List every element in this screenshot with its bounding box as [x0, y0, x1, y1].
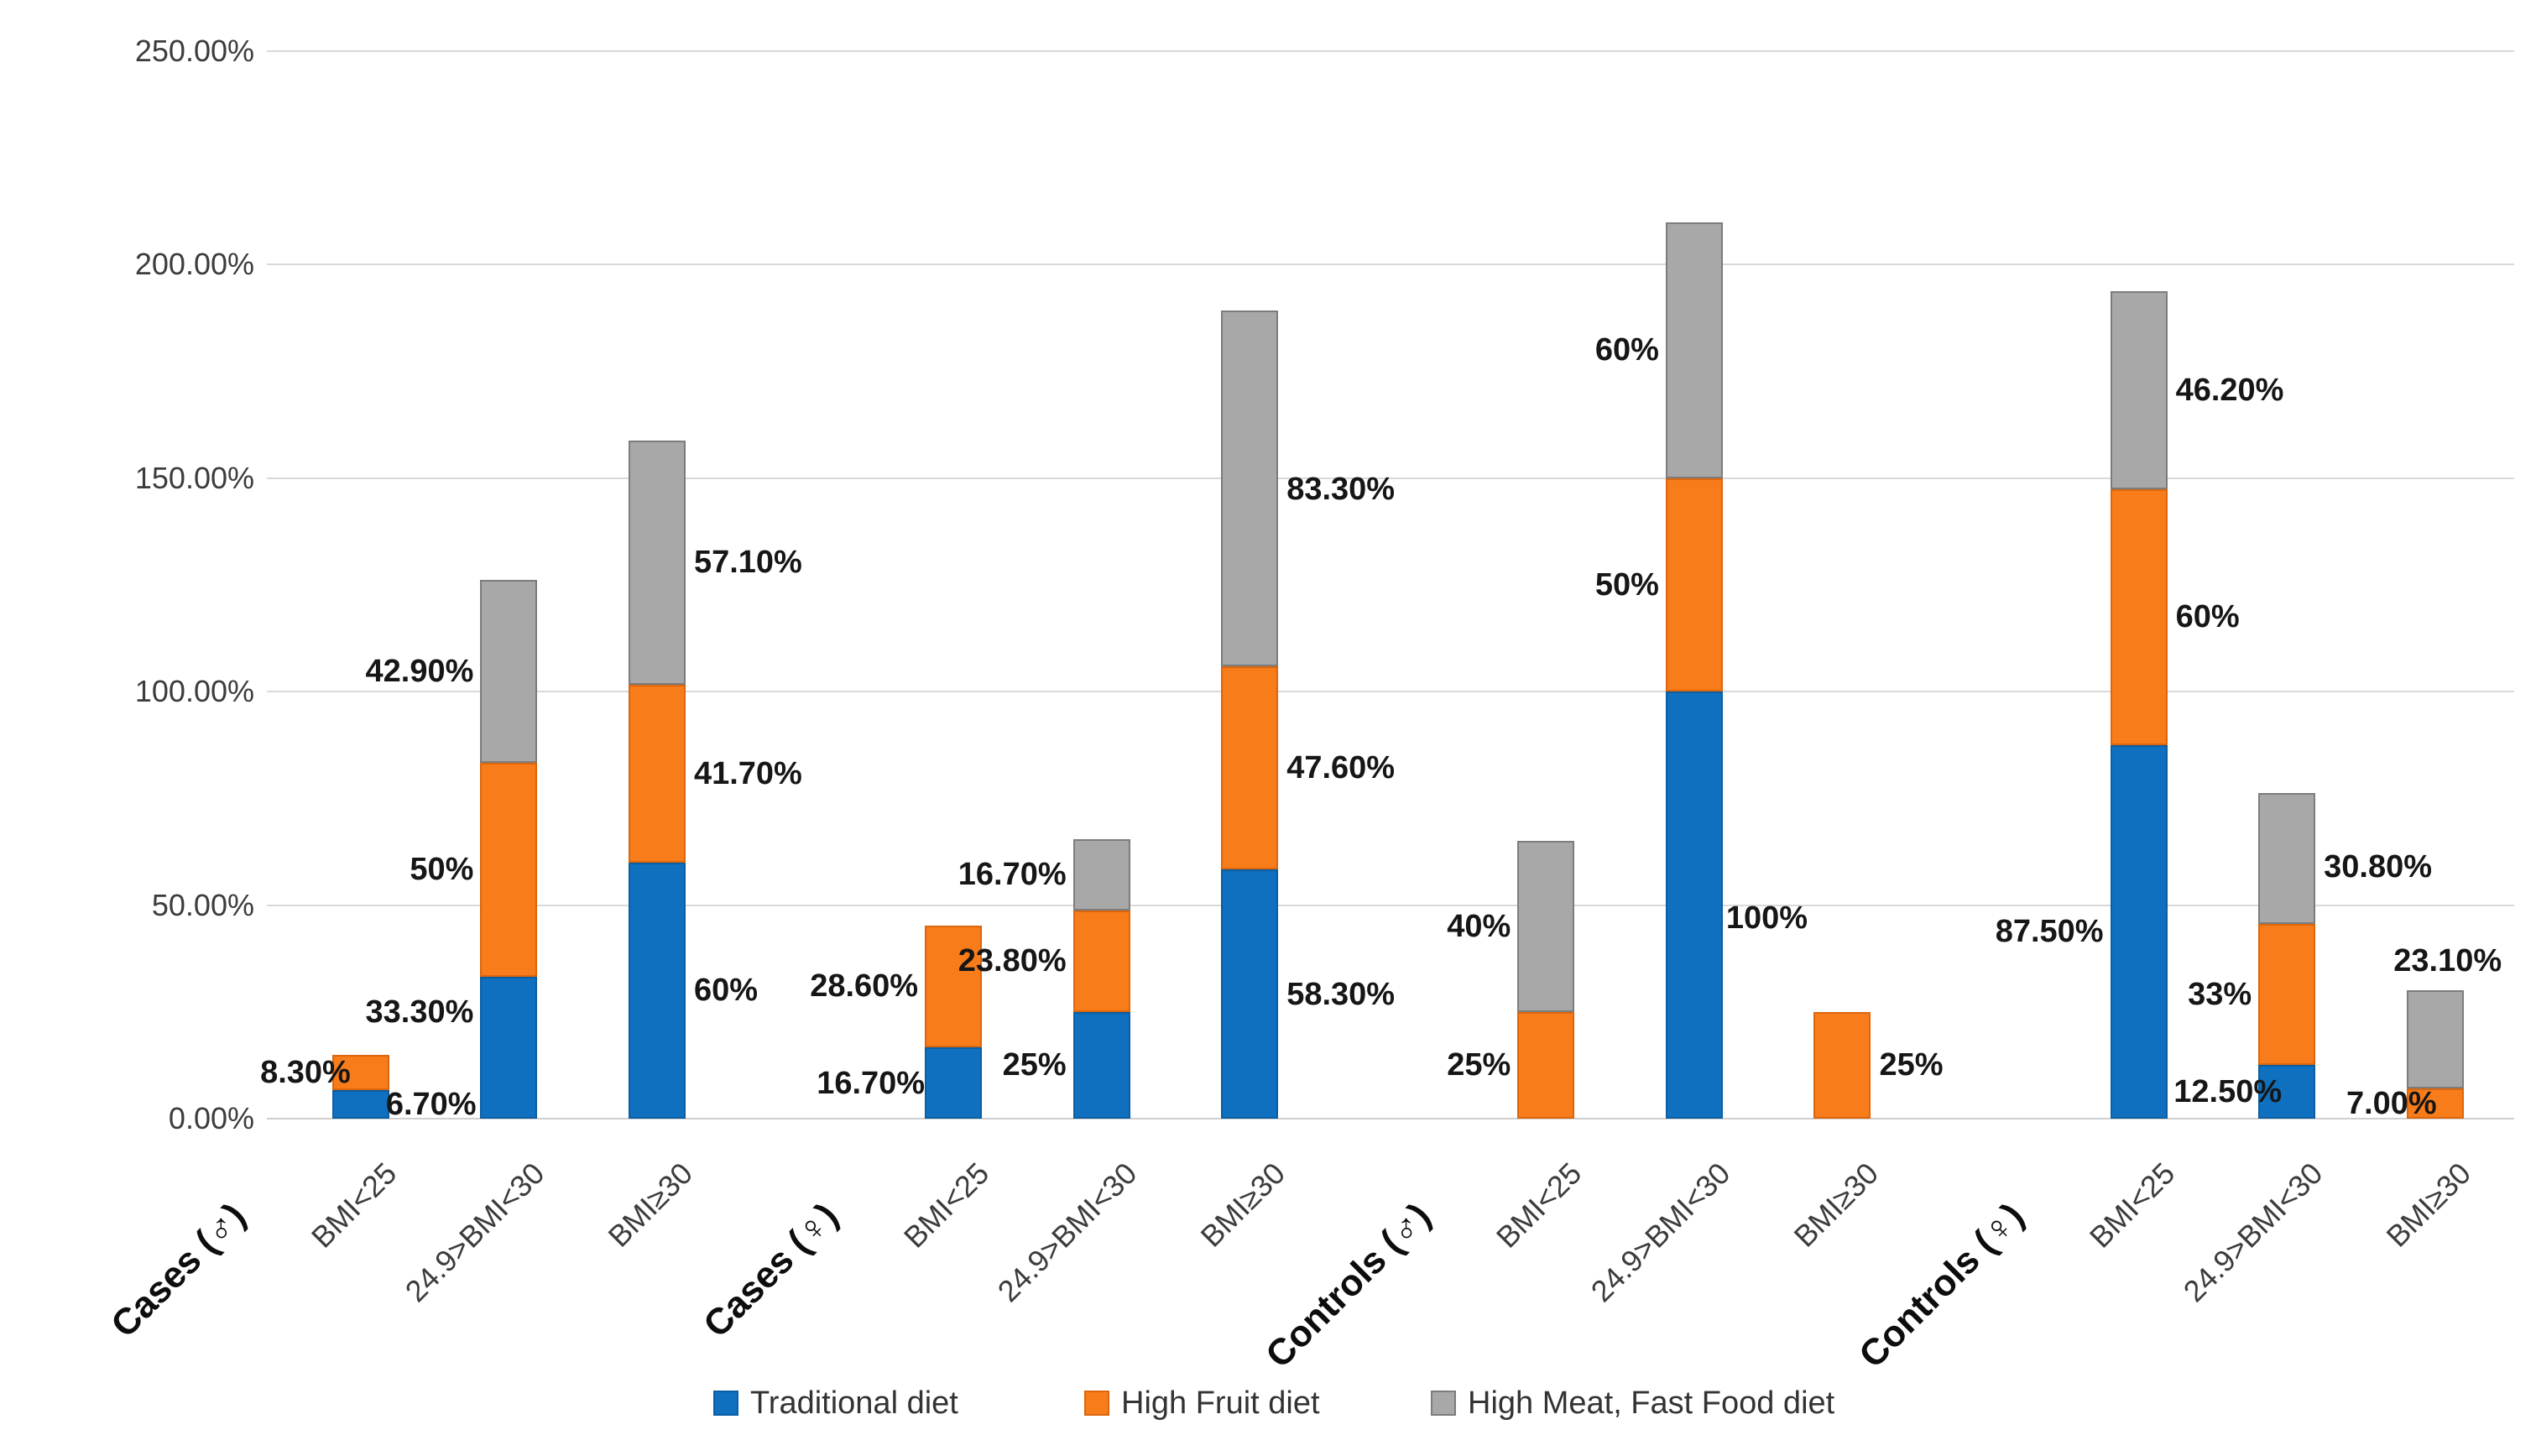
- data-label: 60%: [1594, 332, 1659, 368]
- gridline-50: [267, 904, 2514, 906]
- data-label: 50%: [1594, 567, 1659, 603]
- legend-swatch-traditional-diet: [713, 1391, 738, 1416]
- data-label: 12.50%: [2173, 1074, 2283, 1110]
- bar-segment-high-meat-fast-food-diet: [1517, 841, 1575, 1012]
- data-label: 42.90%: [365, 654, 474, 690]
- data-label: 60%: [693, 973, 759, 1009]
- x-axis-label-bmi-25: BMI<25: [1490, 1156, 1589, 1255]
- gridline-250: [267, 50, 2514, 52]
- data-label: 28.60%: [810, 968, 919, 1005]
- bar-segment-high-meat-fast-food-diet: [2258, 792, 2316, 925]
- data-label: 23.80%: [958, 943, 1067, 979]
- x-axis-label-bmi-25: BMI<25: [304, 1156, 404, 1255]
- bar-segment-high-meat-fast-food-diet: [480, 579, 538, 764]
- x-axis-label-bmi-25: BMI<25: [896, 1156, 996, 1255]
- bar-segment-traditional-diet: [2110, 744, 2168, 1119]
- gridline-200: [267, 264, 2514, 266]
- bar-segment-traditional-diet: [2258, 1065, 2316, 1119]
- data-label: 23.10%: [2393, 942, 2502, 978]
- y-axis-label-0: 0.00%: [168, 1101, 254, 1135]
- bar-segment-traditional-diet: [1665, 691, 1723, 1119]
- group-label-controls: Controls (♂): [1258, 1195, 1439, 1376]
- x-axis-label-24-9-bmi-30: 24.9>BMI<30: [398, 1156, 551, 1309]
- bar-segment-high-fruit-diet: [2258, 924, 2316, 1066]
- data-label: 25%: [1447, 1047, 1511, 1083]
- legend-swatch-high-meat-fast-food-diet: [1431, 1391, 1456, 1416]
- bar-segment-high-fruit-diet: [1221, 666, 1279, 870]
- data-label: 8.30%: [260, 1054, 351, 1090]
- bar-segment-traditional-diet: [1072, 1011, 1130, 1119]
- bar-segment-high-fruit-diet: [331, 1054, 389, 1090]
- data-label: 100%: [1725, 900, 1808, 936]
- data-label: 60%: [2175, 599, 2240, 635]
- data-label: 58.30%: [1286, 976, 1396, 1012]
- x-axis-label-bmi-25: BMI<25: [2082, 1156, 2181, 1255]
- bar-segment-high-fruit-diet: [2110, 488, 2168, 745]
- y-axis-label-50: 50.00%: [151, 887, 254, 922]
- data-label: 25%: [1879, 1047, 1944, 1083]
- y-axis-label-100: 100.00%: [134, 674, 254, 709]
- legend-item-high-fruit-diet: High Fruit diet: [1084, 1386, 1320, 1420]
- y-axis-label-250: 250.00%: [134, 34, 254, 68]
- x-axis-label-24-9-bmi-30: 24.9>BMI<30: [2176, 1156, 2330, 1309]
- data-label: 57.10%: [693, 545, 802, 581]
- data-label: 46.20%: [2175, 372, 2284, 408]
- group-label-cases: Cases (♂): [103, 1195, 254, 1346]
- legend-label-high-fruit-diet: High Fruit diet: [1121, 1386, 1320, 1421]
- legend-label-high-meat-fast-food-diet: High Meat, Fast Food diet: [1468, 1386, 1835, 1421]
- bar-segment-high-fruit-diet: [1813, 1011, 1871, 1119]
- bar-segment-high-meat-fast-food-diet: [2110, 291, 2168, 489]
- bar-segment-high-fruit-diet: [1072, 910, 1130, 1012]
- bar-segment-traditional-diet: [480, 976, 538, 1119]
- data-label: 25%: [1002, 1047, 1067, 1083]
- bar-segment-high-meat-fast-food-diet: [1072, 838, 1130, 911]
- legend-item-traditional-diet: Traditional diet: [713, 1386, 958, 1420]
- bar-segment-traditional-diet: [331, 1089, 389, 1119]
- gridline-100: [267, 691, 2514, 693]
- legend-swatch-high-fruit-diet: [1084, 1391, 1109, 1416]
- x-axis-label-bmi-30: BMI≥30: [1193, 1156, 1292, 1254]
- bar-segment-high-fruit-diet: [2406, 1088, 2464, 1119]
- bar-segment-high-meat-fast-food-diet: [2406, 989, 2464, 1089]
- bar-segment-traditional-diet: [925, 1047, 983, 1119]
- y-axis-label-200: 200.00%: [134, 247, 254, 282]
- group-label-cases: Cases (♀): [696, 1195, 847, 1346]
- data-label: 30.80%: [2324, 849, 2433, 885]
- group-label-controls: Controls (♀): [1850, 1195, 2032, 1376]
- data-label: 87.50%: [1995, 914, 2104, 950]
- gridline-0: [267, 1118, 2514, 1119]
- data-label: 41.70%: [693, 755, 802, 791]
- bar-segment-traditional-diet: [1221, 869, 1279, 1119]
- gridline-150: [267, 477, 2514, 479]
- legend-label-traditional-diet: Traditional diet: [750, 1386, 958, 1421]
- data-label: 50%: [410, 852, 474, 888]
- data-label: 47.60%: [1286, 750, 1396, 786]
- data-label: 7.00%: [2346, 1086, 2437, 1122]
- legend-item-high-meat-fast-food-diet: High Meat, Fast Food diet: [1431, 1386, 1834, 1420]
- x-axis-label-bmi-30: BMI≥30: [601, 1156, 700, 1254]
- bar-segment-high-fruit-diet: [628, 684, 686, 863]
- data-label: 83.30%: [1286, 471, 1396, 507]
- x-axis-label-bmi-30: BMI≥30: [2379, 1156, 2478, 1254]
- data-label: 16.70%: [958, 857, 1067, 893]
- bar-segment-high-fruit-diet: [1517, 1011, 1575, 1119]
- bar-segment-traditional-diet: [628, 862, 686, 1119]
- data-label: 16.70%: [817, 1065, 926, 1101]
- data-label: 40%: [1447, 909, 1511, 945]
- data-label: 33%: [2188, 977, 2252, 1013]
- bar-segment-high-meat-fast-food-diet: [1665, 222, 1723, 478]
- y-axis-label-150: 150.00%: [134, 460, 254, 495]
- bar-segment-high-meat-fast-food-diet: [1221, 311, 1279, 667]
- x-axis-label-bmi-30: BMI≥30: [1787, 1156, 1885, 1254]
- x-axis-label-24-9-bmi-30: 24.9>BMI<30: [991, 1156, 1144, 1309]
- x-axis-label-24-9-bmi-30: 24.9>BMI<30: [1584, 1156, 1737, 1309]
- bar-segment-high-fruit-diet: [1665, 478, 1723, 692]
- bar-segment-high-fruit-diet: [480, 763, 538, 977]
- bar-segment-high-meat-fast-food-diet: [628, 441, 686, 685]
- data-label: 6.70%: [385, 1086, 477, 1122]
- data-label: 33.30%: [365, 994, 474, 1030]
- bar-segment-high-fruit-diet: [925, 925, 983, 1048]
